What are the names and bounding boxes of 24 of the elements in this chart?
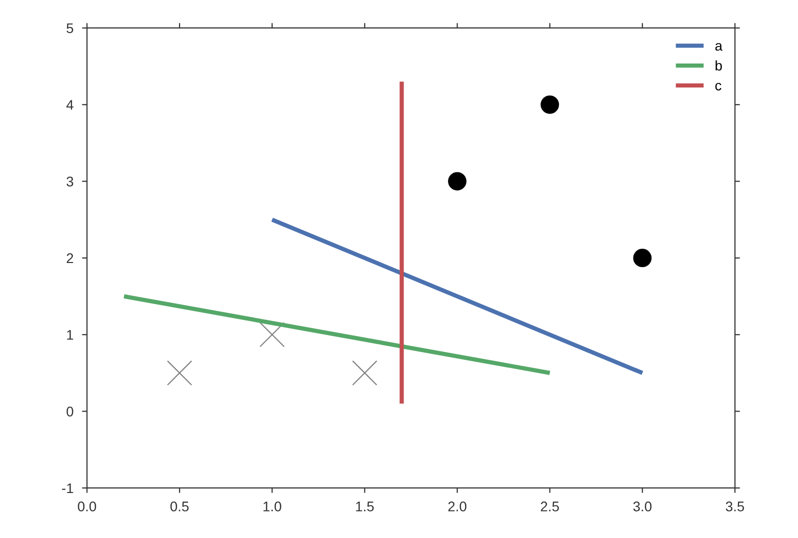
x-tick-label: 3.5	[726, 502, 744, 512]
legend-label: c	[715, 82, 722, 90]
point	[260, 322, 285, 348]
y-tick-label: 0	[66, 406, 74, 416]
legend-label: b	[716, 60, 722, 71]
y-tick-label: 4	[66, 100, 74, 110]
x-tick-label: 0.5	[170, 502, 189, 512]
point	[352, 360, 378, 386]
point	[540, 95, 560, 114]
y-tick-label: 3	[66, 176, 74, 186]
x-tick-label: 2.0	[448, 502, 466, 512]
y-tick-label: 1	[67, 330, 74, 340]
x-tick-label: 3.0	[633, 502, 652, 512]
point	[448, 172, 466, 191]
legend-label: a	[715, 43, 722, 51]
x-tick-label: 1.5	[356, 502, 374, 512]
y-tick-label: 2	[66, 253, 74, 264]
x-tick-label: 0.0	[78, 502, 96, 512]
x-tick-label: 2.5	[540, 502, 559, 512]
point	[633, 248, 652, 268]
x-tick-label: 1.0	[264, 502, 282, 512]
point	[166, 360, 192, 386]
y-tick-label: 5	[66, 23, 74, 34]
y-tick-label: -1	[62, 483, 74, 493]
